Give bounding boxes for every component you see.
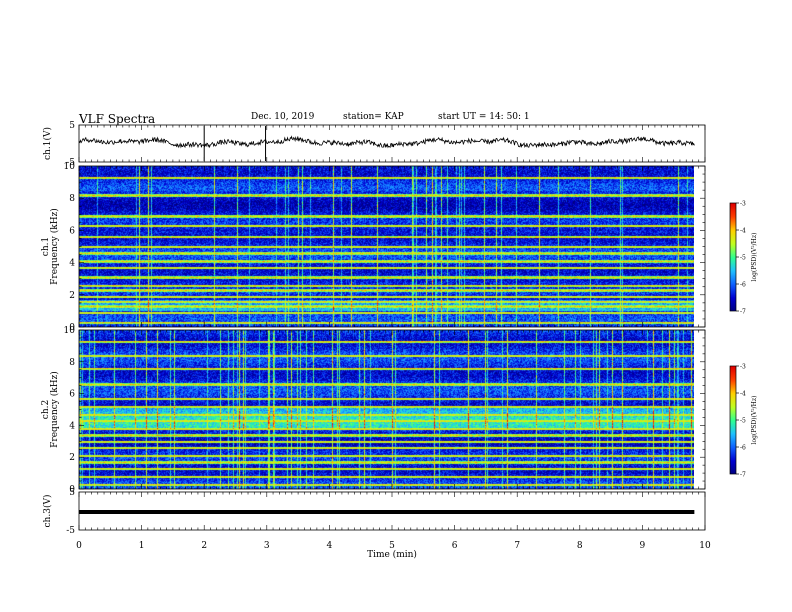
colorbar-1-label: log(PSD)(V²/Hz): [751, 233, 758, 282]
chart-title: VLF Spectra: [79, 112, 156, 126]
ch1-spectrogram-ytick-label: 6: [69, 226, 75, 236]
colorbar-2-tick-label: -4: [740, 391, 746, 398]
x-tick-label: 8: [577, 541, 583, 551]
colorbar-2-tick-label: -5: [740, 418, 746, 425]
colorbar-2-label: log(PSD)(V²/Hz): [751, 396, 758, 445]
ch1-waveform-frame: [78, 124, 706, 163]
ch1-waveform-ytick-label: -5: [66, 158, 75, 168]
ch1-waveform-ytick-label: 5: [69, 121, 75, 131]
x-tick-label: 2: [201, 541, 207, 551]
ch1-waveform-ylabel: ch.1(V): [42, 127, 53, 160]
ch1-spectrogram-ytick-label: 8: [69, 194, 75, 204]
x-tick-label: 10: [699, 541, 711, 551]
colorbar-1-tick-label: -7: [740, 309, 746, 316]
x-axis-label: Time (min): [367, 549, 417, 560]
colorbar-2-tick-label: -6: [740, 445, 746, 452]
ch1-spectrogram-ytick-label: 10: [64, 162, 76, 172]
ch1-spectrogram-ylabel-channel: ch.1: [41, 237, 51, 256]
ch2-spectrogram-ytick-label: 2: [69, 453, 75, 463]
station-label: station= KAP: [343, 112, 404, 122]
ch1-spectrogram-ytick-label: 0: [69, 323, 75, 333]
ch3-waveform-ytick-label: 5: [69, 488, 75, 498]
ch2-spectrogram-ylabel-frequency: Frequency (kHz): [49, 371, 60, 448]
x-tick-label: 3: [264, 541, 270, 551]
ch3-waveform-ytick-label: -5: [66, 526, 75, 536]
ch3-waveform-ylabel: ch.3(V): [42, 495, 53, 528]
colorbar-1: [730, 203, 736, 311]
ch2-spectrogram-ylabel-channel: ch.2: [41, 400, 51, 419]
ch2-spectrogram-ytick-label: 4: [69, 421, 75, 431]
colorbar-2: [730, 366, 736, 474]
x-tick-label: 0: [76, 541, 82, 551]
date-label: Dec. 10, 2019: [251, 112, 315, 122]
colorbar-1-tick-label: -6: [740, 282, 746, 289]
x-tick-label: 5: [389, 541, 395, 551]
x-tick-label: 1: [139, 541, 145, 551]
colorbar-1-tick-label: -3: [740, 201, 746, 208]
colorbar-1-tick-label: -5: [740, 255, 746, 262]
ch2-spectrogram-ytick-label: 8: [69, 358, 75, 368]
ch2-spectrogram-ytick-label: 6: [69, 390, 75, 400]
ch1-spectrogram-ytick-label: 2: [69, 291, 75, 301]
ch2-spectrogram-ytick-label: 10: [64, 326, 76, 336]
x-tick-label: 7: [514, 541, 520, 551]
x-tick-label: 9: [640, 541, 646, 551]
x-tick-label: 4: [327, 541, 333, 551]
colorbar-2-tick-label: -3: [740, 364, 746, 371]
ch1-spectrogram-ytick-label: 4: [69, 259, 75, 269]
spectrogram-1-image: [79, 166, 694, 327]
colorbar-2-tick-label: -7: [740, 472, 746, 479]
spectrogram-2-image: [79, 330, 694, 489]
colorbar-1-tick-label: -4: [740, 228, 746, 235]
start-time-label: start UT = 14: 50: 1: [438, 112, 530, 122]
ch2-spectrogram-ytick-label: 0: [69, 485, 75, 495]
ch1-spectrogram-ylabel-frequency: Frequency (kHz): [49, 208, 60, 285]
x-tick-label: 6: [452, 541, 458, 551]
ch1-waveform-line: [78, 135, 695, 149]
